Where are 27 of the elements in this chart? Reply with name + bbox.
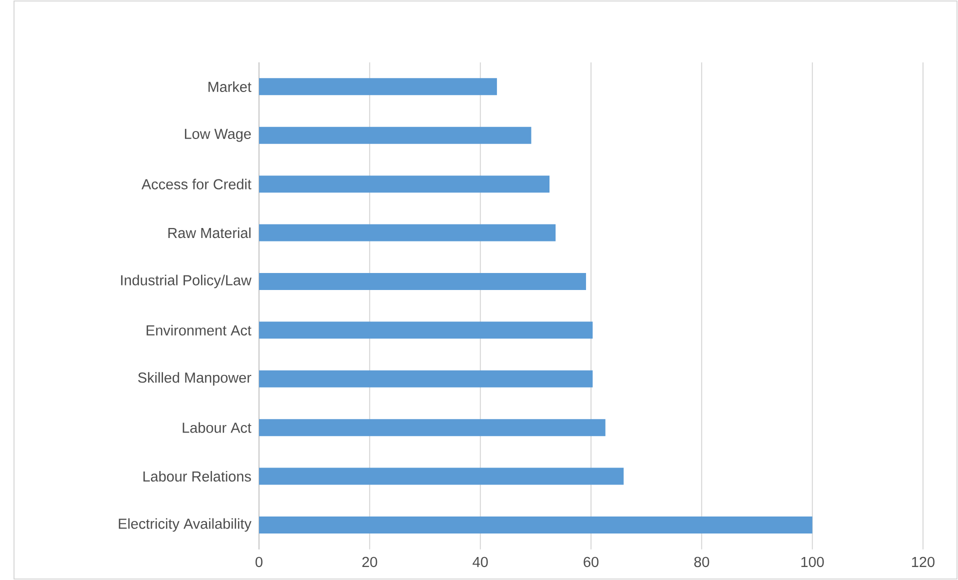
x-tick-label: 0 bbox=[256, 556, 262, 568]
x-tick-label: 40 bbox=[472, 556, 488, 568]
bar bbox=[259, 126, 532, 144]
x-tick-label: 80 bbox=[694, 556, 710, 568]
x-tick-label: 120 bbox=[912, 556, 934, 568]
y-tick-label: Environment Act bbox=[146, 324, 252, 336]
bar bbox=[259, 370, 593, 388]
y-tick-label: Industrial Policy/Law bbox=[121, 274, 252, 288]
bar bbox=[259, 419, 606, 436]
y-tick-label: Labour Act bbox=[182, 422, 252, 433]
y-tick-label: Low Wage bbox=[184, 128, 251, 142]
bar bbox=[259, 468, 624, 485]
bar bbox=[259, 516, 812, 534]
bar bbox=[259, 78, 497, 96]
bar bbox=[259, 176, 550, 193]
x-tick-label: 20 bbox=[362, 556, 378, 568]
y-tick-label: Labour Relations bbox=[143, 470, 251, 482]
x-tick-label: 60 bbox=[584, 556, 598, 568]
y-tick-label: Skilled Manpower bbox=[138, 372, 252, 386]
y-tick-label: Raw Material bbox=[168, 227, 251, 238]
y-tick-label: Access for Credit bbox=[142, 178, 252, 190]
bar bbox=[259, 272, 586, 290]
bar bbox=[259, 224, 556, 242]
bar bbox=[259, 322, 593, 339]
y-tick-label: Market bbox=[208, 81, 252, 92]
x-tick-label: 100 bbox=[801, 556, 824, 568]
y-tick-label: Electricity Availability bbox=[118, 518, 252, 532]
